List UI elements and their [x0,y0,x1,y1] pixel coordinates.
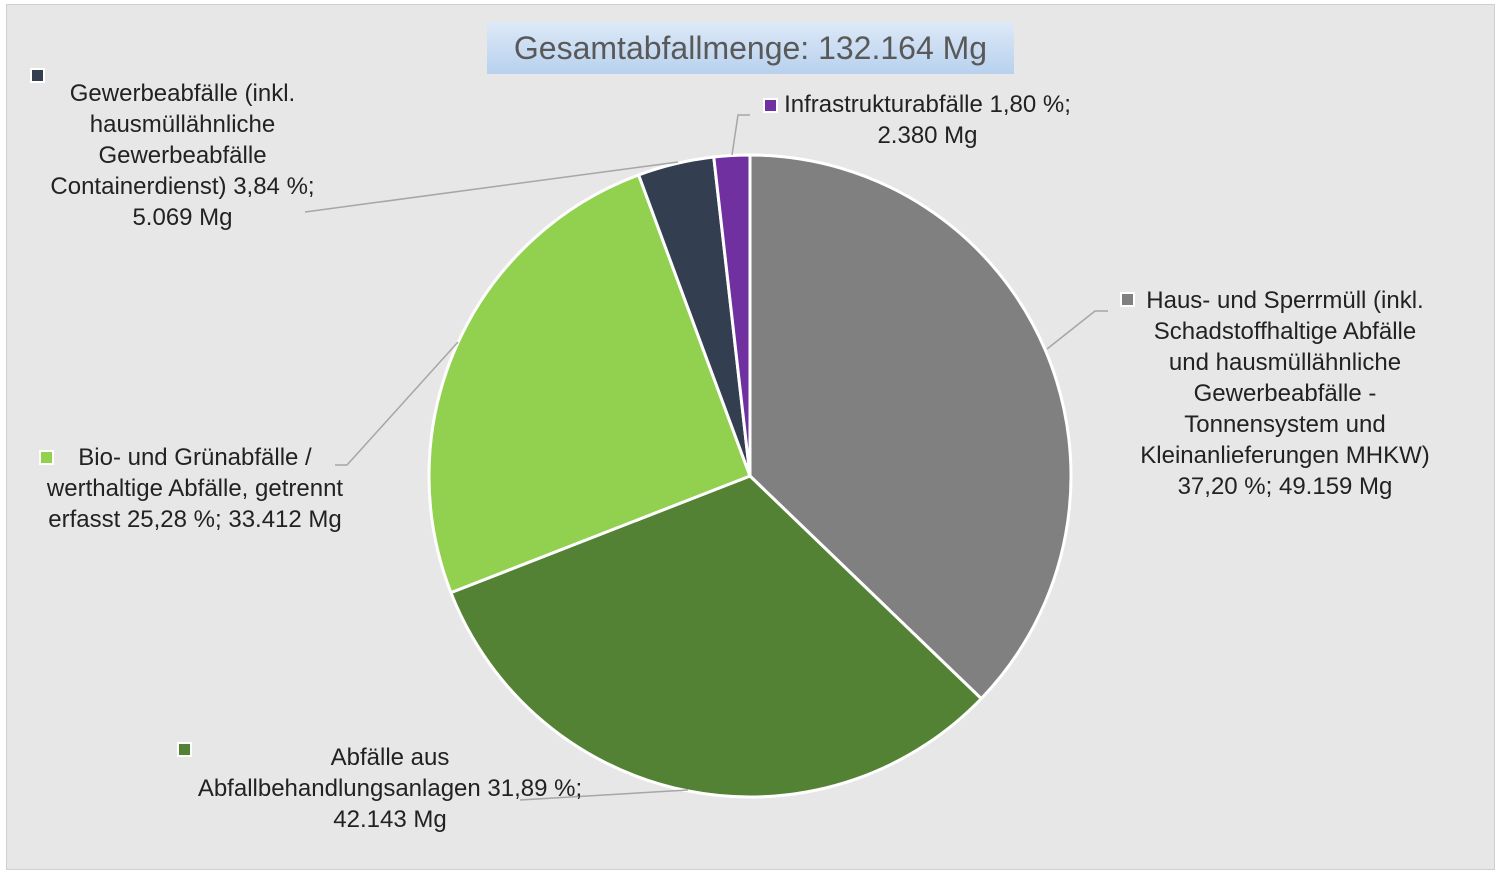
value-label: 25,28 %; 33.412 Mg [126,506,342,533]
legend-marker [763,98,778,113]
pie-slice [712,153,752,477]
leader-line [519,789,689,801]
legend-marker [1120,292,1135,307]
category-label: Abfälle aus Abfallbehandlungsanlagen [197,744,481,802]
data-label: Abfälle aus Abfallbehandlungsanlagen 31,… [190,742,590,835]
data-label: Bio- und Grünabfälle / werthaltige Abfäl… [40,442,350,535]
leader-line [304,161,679,213]
value-label: 31,89 %; 42.143 Mg [333,775,583,833]
category-label: Haus- und Sperrmüll (inkl. Schadstoffhal… [1140,287,1430,469]
pie-slice [748,153,1073,701]
data-label: Haus- und Sperrmüll (inkl. Schadstoffhal… [1140,285,1430,502]
category-label: Infrastrukturabfälle [784,91,983,118]
leader-line [1046,310,1108,350]
legend-marker [39,450,54,465]
legend-marker [177,742,192,757]
chart-title: Gesamtabfallmenge: 132.164 Mg [487,22,1014,74]
leader-line [335,341,459,466]
pie-slice [427,173,752,595]
leader-line [731,114,750,156]
legend-marker [30,68,45,83]
category-label: Gewerbeabfälle (inkl. hausmüllähnliche G… [50,80,296,200]
data-label: Infrastrukturabfälle 1,80 %; 2.380 Mg [775,89,1080,151]
value-label: 37,20 %; 49.159 Mg [1177,473,1393,500]
data-label: Gewerbeabfälle (inkl. hausmüllähnliche G… [40,78,325,233]
value-label: 1,80 %; 2.380 Mg [877,91,1071,149]
value-label: 3,84 %; 5.069 Mg [132,173,315,231]
category-label: Bio- und Grünabfälle / werthaltige Abfäl… [46,444,344,533]
